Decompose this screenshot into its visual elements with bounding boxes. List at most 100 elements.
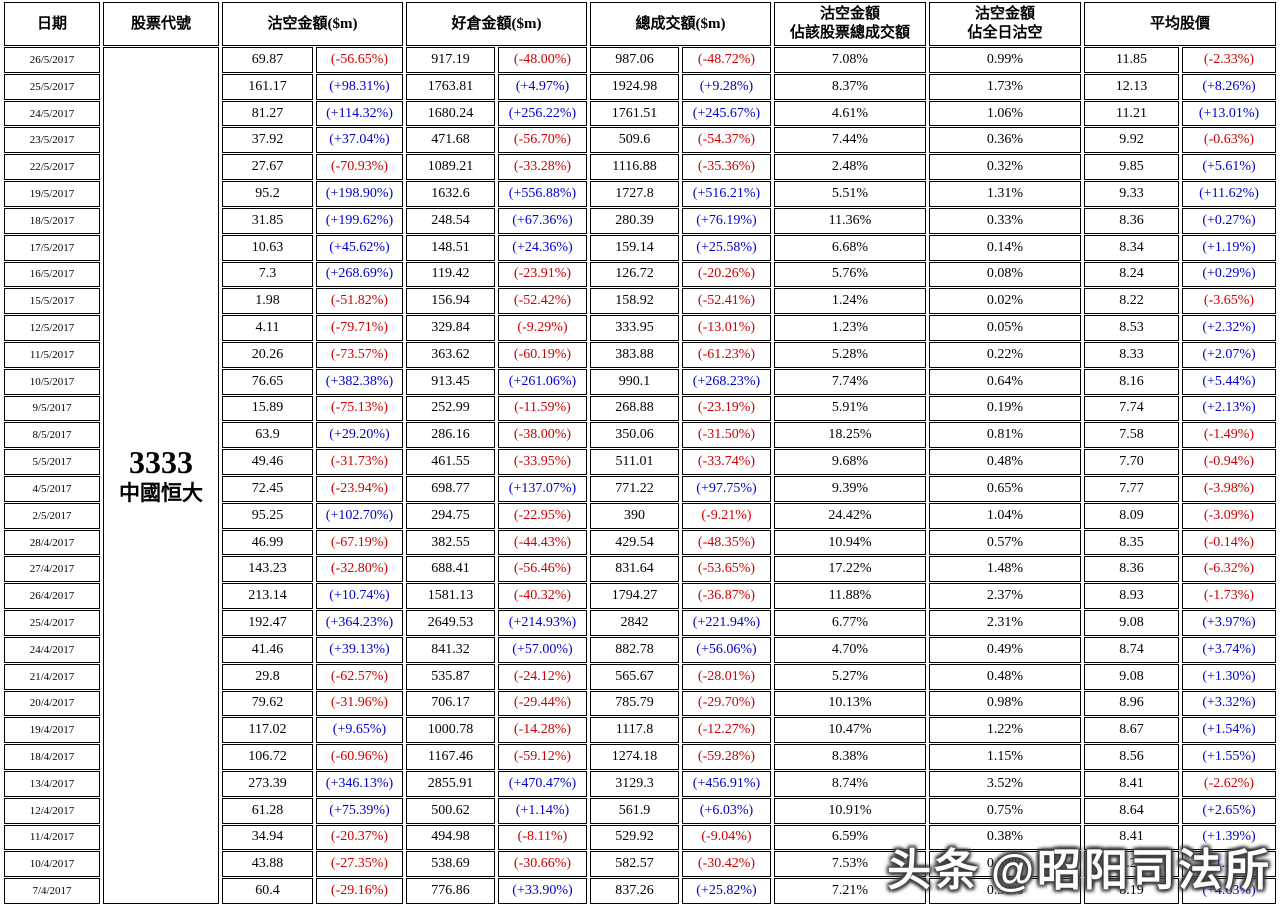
cell-short-change: (-75.13%) <box>316 395 403 422</box>
cell-avg-price: 8.56 <box>1084 744 1179 770</box>
cell-pct-daily-short: 0.49% <box>929 636 1081 663</box>
cell-date: 8/5/2017 <box>4 422 100 449</box>
cell-total-amount: 429.54 <box>590 529 679 556</box>
col-header-stock-code: 股票代號 <box>103 2 219 46</box>
cell-short-change: (-51.82%) <box>316 288 403 315</box>
cell-pct-daily-short: 1.06% <box>929 100 1081 127</box>
cell-total-change: (-29.70%) <box>682 690 771 717</box>
cell-long-change: (+57.00%) <box>498 636 587 663</box>
cell-avg-price: 9.08 <box>1084 610 1179 636</box>
cell-date: 19/5/2017 <box>4 181 100 207</box>
cell-pct-daily-short: 1.04% <box>929 502 1081 529</box>
cell-short-amount: 76.65 <box>222 368 313 395</box>
cell-pct-stock-turnover: 1.24% <box>774 288 926 315</box>
cell-date: 2/5/2017 <box>4 502 100 529</box>
cell-short-amount: 46.99 <box>222 529 313 556</box>
cell-total-change: (-35.36%) <box>682 154 771 181</box>
cell-short-change: (+75.39%) <box>316 797 403 824</box>
cell-pct-stock-turnover: 10.91% <box>774 797 926 824</box>
cell-total-change: (+25.58%) <box>682 234 771 261</box>
cell-total-amount: 1274.18 <box>590 744 679 770</box>
cell-avg-price-change: (+11.62%) <box>1182 181 1277 207</box>
cell-short-change: (+37.04%) <box>316 127 403 154</box>
cell-pct-daily-short: 1.73% <box>929 73 1081 100</box>
table-row: 25/4/2017 192.47 (+364.23%) 2649.53 (+214.93… <box>4 610 1277 636</box>
cell-long-change: (+256.22%) <box>498 100 587 127</box>
cell-total-amount: 837.26 <box>590 878 679 904</box>
cell-long-change: (-56.70%) <box>498 127 587 154</box>
stock-name: 中國恒大 <box>119 480 203 505</box>
cell-long-amount: 841.32 <box>406 636 495 663</box>
cell-pct-stock-turnover: 5.51% <box>774 181 926 207</box>
table-row: 28/4/2017 46.99 (-67.19%) 382.55 (-44.43%) 42… <box>4 529 1277 556</box>
cell-total-amount: 511.01 <box>590 449 679 475</box>
cell-short-amount: 106.72 <box>222 744 313 770</box>
stock-code: 3333 <box>129 444 193 481</box>
cell-avg-price: 8.09 <box>1084 502 1179 529</box>
cell-total-amount: 771.22 <box>590 476 679 502</box>
cell-total-change: (-13.01%) <box>682 315 771 341</box>
cell-short-amount: 273.39 <box>222 770 313 797</box>
col-header-long-amount: 好倉金額($m) <box>406 2 587 46</box>
cell-long-change: (-11.59%) <box>498 395 587 422</box>
table-row: 19/4/2017 117.02 (+9.65%) 1000.78 (-14.28%) 1… <box>4 717 1277 744</box>
cell-total-change: (-48.35%) <box>682 529 771 556</box>
cell-pct-daily-short: 0.14% <box>929 234 1081 261</box>
cell-short-change: (-56.65%) <box>316 47 403 73</box>
cell-long-amount: 119.42 <box>406 261 495 288</box>
cell-pct-daily-short: 1.22% <box>929 717 1081 744</box>
cell-short-change: (+45.62%) <box>316 234 403 261</box>
cell-pct-daily-short: 0.33% <box>929 207 1081 234</box>
cell-date: 7/4/2017 <box>4 878 100 904</box>
cell-short-amount: 117.02 <box>222 717 313 744</box>
cell-short-change: (+9.65%) <box>316 717 403 744</box>
cell-long-amount: 1000.78 <box>406 717 495 744</box>
cell-date: 22/5/2017 <box>4 154 100 181</box>
cell-total-amount: 1794.27 <box>590 583 679 610</box>
cell-long-amount: 461.55 <box>406 449 495 475</box>
cell-total-amount: 785.79 <box>590 690 679 717</box>
cell-avg-price-change: (-0.14%) <box>1182 529 1277 556</box>
cell-long-change: (+24.36%) <box>498 234 587 261</box>
table-row: 18/5/2017 31.85 (+199.62%) 248.54 (+67.36%) 2… <box>4 207 1277 234</box>
cell-pct-daily-short: 2.37% <box>929 583 1081 610</box>
cell-avg-price: 8.24 <box>1084 261 1179 288</box>
cell-pct-daily-short: 0.48% <box>929 449 1081 475</box>
cell-total-amount: 158.92 <box>590 288 679 315</box>
cell-total-change: (+456.91%) <box>682 770 771 797</box>
cell-pct-daily-short: 0.38% <box>929 824 1081 851</box>
table-row: 24/5/2017 81.27 (+114.32%) 1680.24 (+256.22%… <box>4 100 1277 127</box>
table-row: 7/4/2017 60.4 (-29.16%) 776.86 (+33.90%) 837.… <box>4 878 1277 904</box>
cell-pct-daily-short: 0.48% <box>929 663 1081 690</box>
cell-short-amount: 43.88 <box>222 851 313 878</box>
cell-pct-stock-turnover: 7.53% <box>774 851 926 878</box>
cell-short-amount: 72.45 <box>222 476 313 502</box>
cell-avg-price-change: (+1.28%) <box>1182 851 1277 878</box>
table-row: 12/5/2017 4.11 (-79.71%) 329.84 (-9.29%) 333.… <box>4 315 1277 341</box>
cell-short-amount: 95.2 <box>222 181 313 207</box>
cell-total-amount: 1924.98 <box>590 73 679 100</box>
cell-date: 26/5/2017 <box>4 47 100 73</box>
cell-avg-price-change: (-0.63%) <box>1182 127 1277 154</box>
cell-pct-daily-short: 1.15% <box>929 744 1081 770</box>
cell-avg-price-change: (-2.62%) <box>1182 770 1277 797</box>
cell-long-change: (+4.97%) <box>498 73 587 100</box>
cell-avg-price: 8.16 <box>1084 368 1179 395</box>
cell-avg-price-change: (-3.09%) <box>1182 502 1277 529</box>
cell-short-amount: 1.98 <box>222 288 313 315</box>
cell-short-amount: 29.8 <box>222 663 313 690</box>
cell-short-amount: 63.9 <box>222 422 313 449</box>
header-row: 日期 股票代號 沽空金額($m) 好倉金額($m) 總成交額($m) 沽空金額 … <box>4 2 1277 46</box>
cell-total-change: (+221.94%) <box>682 610 771 636</box>
cell-short-change: (+39.13%) <box>316 636 403 663</box>
cell-pct-stock-turnover: 6.77% <box>774 610 926 636</box>
cell-pct-stock-turnover: 5.91% <box>774 395 926 422</box>
cell-avg-price: 7.77 <box>1084 476 1179 502</box>
cell-pct-stock-turnover: 11.88% <box>774 583 926 610</box>
cell-avg-price-change: (-1.49%) <box>1182 422 1277 449</box>
cell-pct-daily-short: 0.36% <box>929 127 1081 154</box>
cell-pct-daily-short: 0.98% <box>929 690 1081 717</box>
cell-long-change: (-56.46%) <box>498 556 587 583</box>
cell-long-amount: 329.84 <box>406 315 495 341</box>
